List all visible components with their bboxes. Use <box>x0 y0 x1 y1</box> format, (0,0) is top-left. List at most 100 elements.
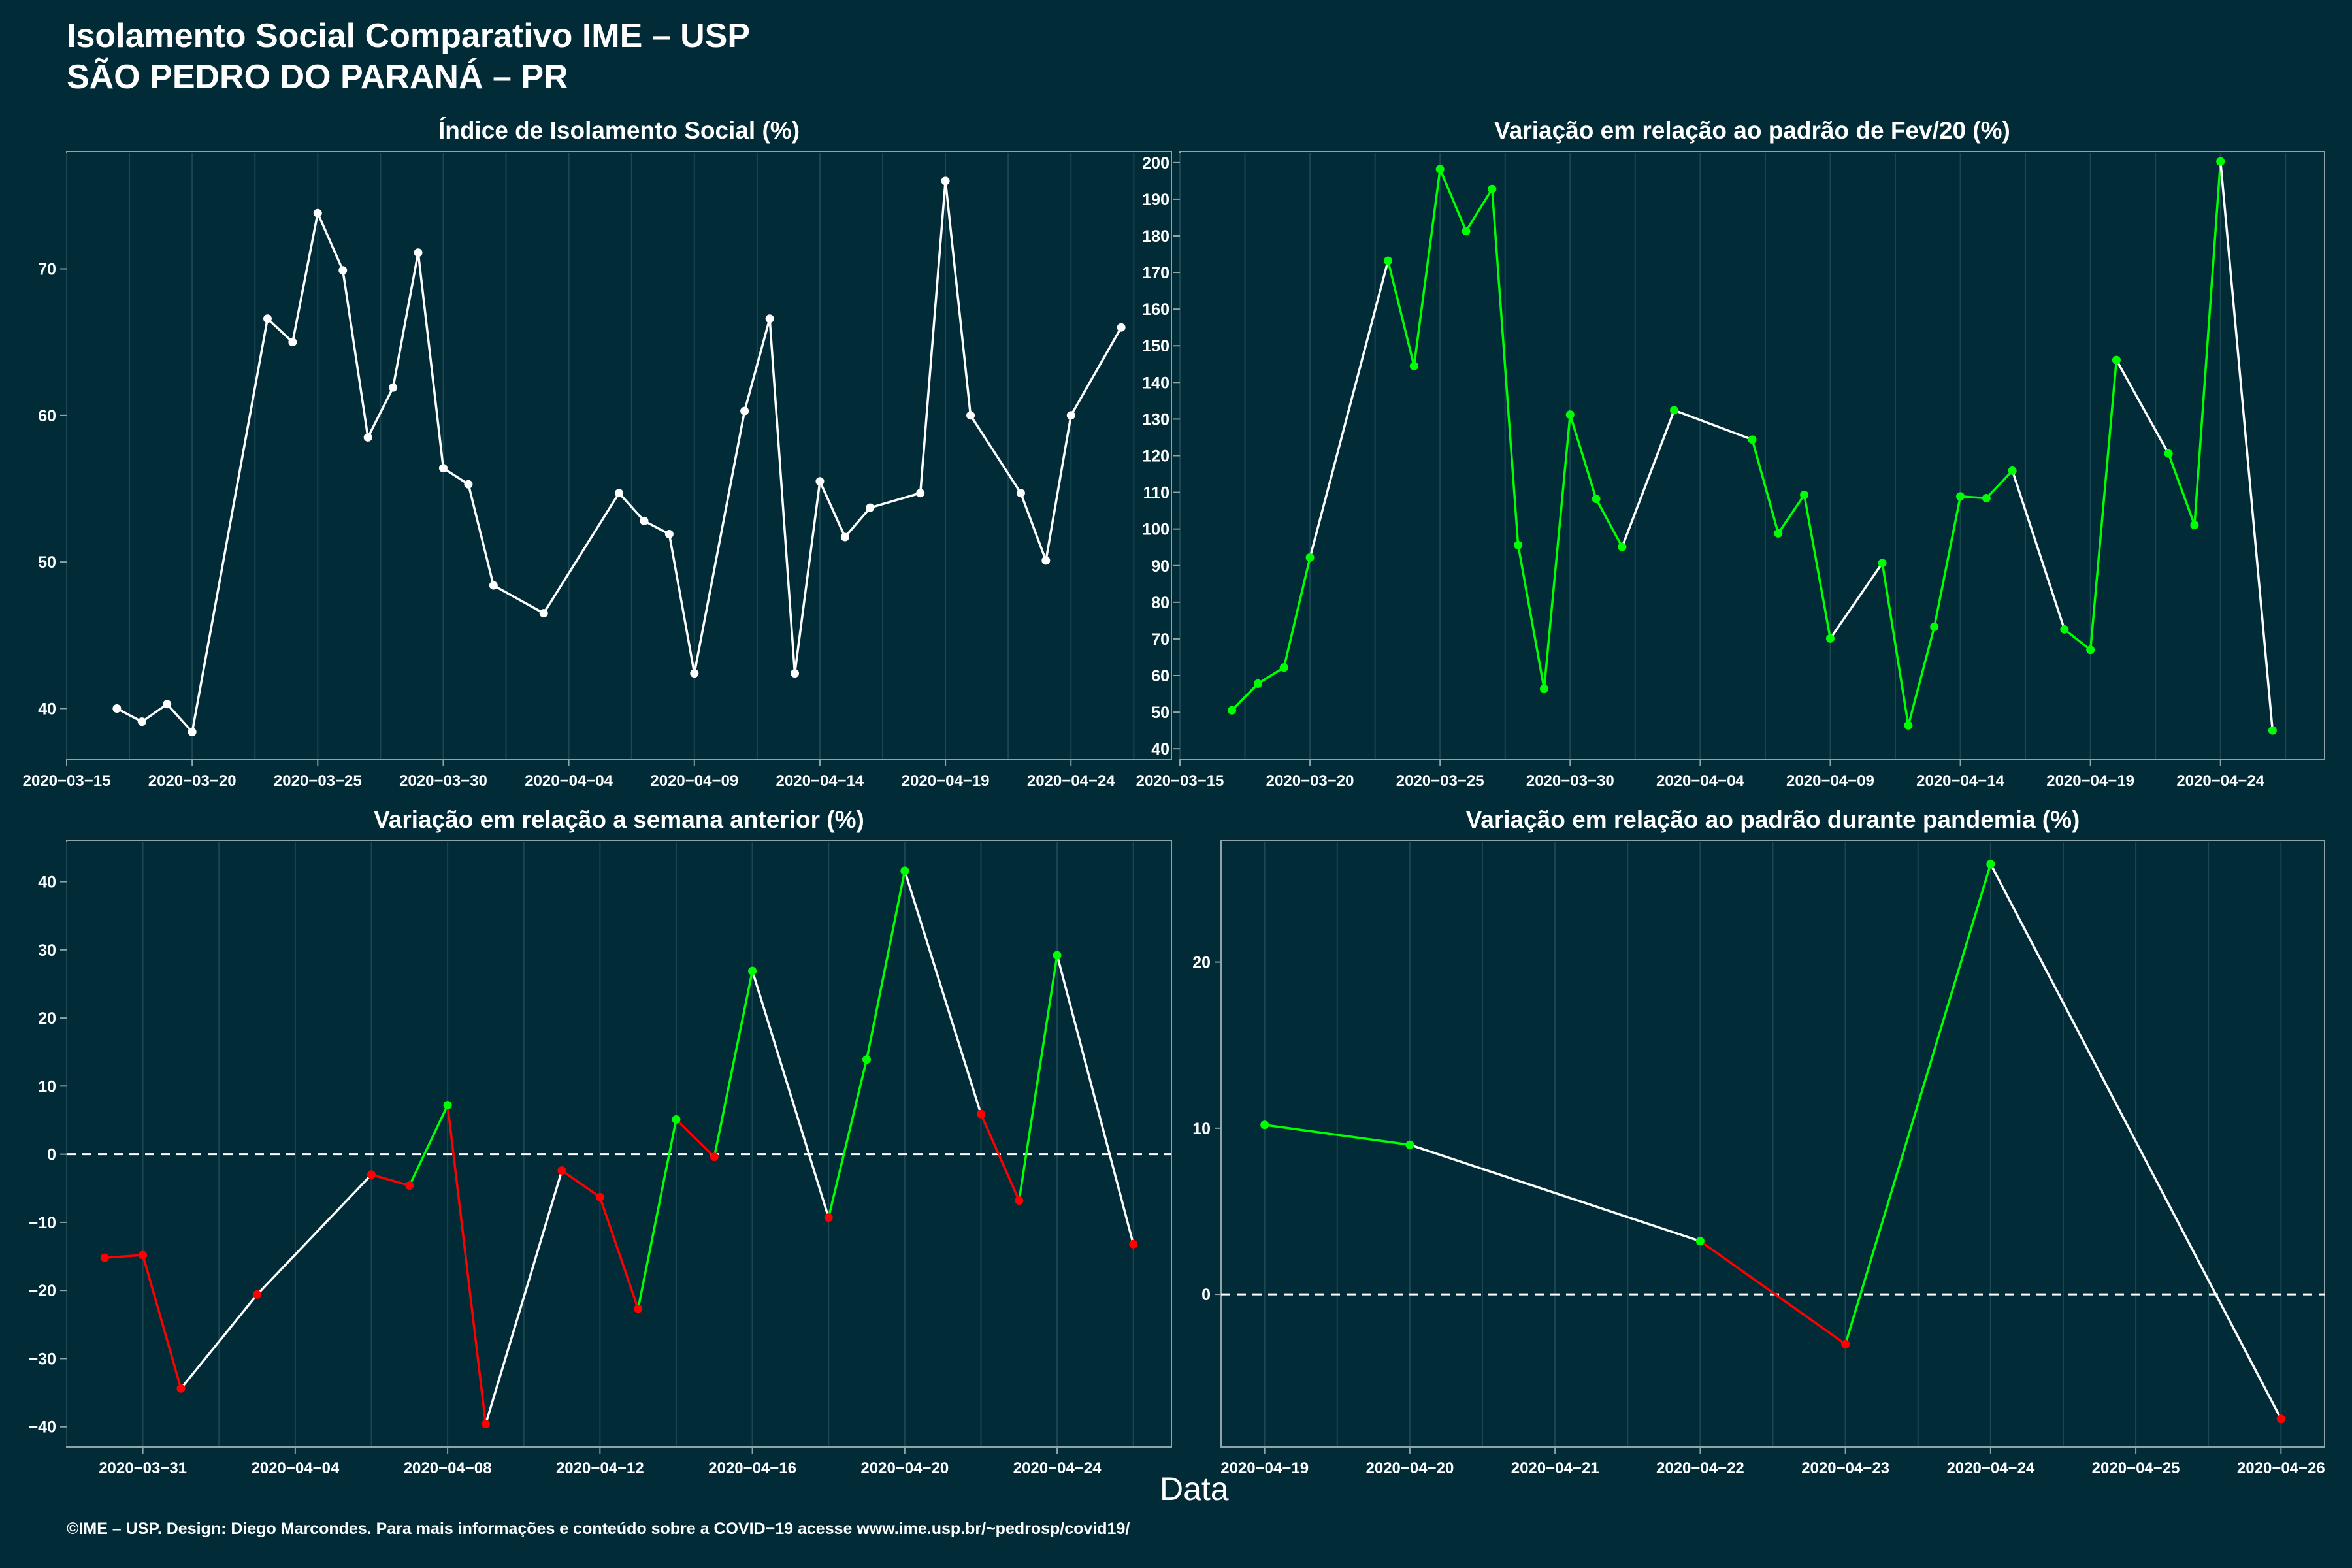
y-tick-label: 0 <box>1201 1286 1211 1304</box>
panel-frame <box>66 151 1172 760</box>
x-tick-label: 2020−04−23 <box>1801 1460 1889 1477</box>
series-segment <box>827 1058 868 1219</box>
series-segment <box>1386 259 1416 367</box>
x-tick-label: 2020−04−09 <box>650 772 738 790</box>
chart-title-line2: SÃO PEDRO DO PARANÁ – PR <box>67 58 568 96</box>
data-point <box>1670 406 1679 415</box>
data-point <box>690 669 699 678</box>
data-point <box>1565 410 1575 419</box>
series-segment <box>266 317 294 344</box>
data-point <box>2060 625 2069 634</box>
series-segment <box>643 519 671 536</box>
y-tick-label: 120 <box>1142 448 1169 466</box>
data-point <box>1592 495 1601 504</box>
data-point <box>1041 556 1051 565</box>
data-point <box>405 1181 414 1190</box>
x-tick-label: 2020−04−22 <box>1656 1460 1744 1477</box>
data-point <box>1774 529 1783 538</box>
series-segment <box>1070 326 1122 417</box>
y-tick-label: 170 <box>1142 264 1169 282</box>
series-segment <box>1621 409 1676 548</box>
data-point <box>634 1304 643 1313</box>
series-segment <box>1829 562 1884 640</box>
x-tick-label: 2020−04−19 <box>2046 772 2134 790</box>
series-segment <box>636 1118 678 1311</box>
data-point <box>367 1170 376 1179</box>
series-segment <box>2011 469 2066 631</box>
series-segment <box>417 252 445 470</box>
series-segment <box>191 317 269 734</box>
data-point <box>815 477 825 486</box>
series-segment <box>2193 160 2222 527</box>
series-segment <box>316 212 344 272</box>
series-segment <box>979 1113 1021 1202</box>
data-point <box>1260 1120 1269 1130</box>
data-point <box>740 406 749 416</box>
data-point <box>941 176 950 186</box>
series-segment <box>1465 188 1494 233</box>
data-point <box>2190 520 2199 529</box>
x-tick-label: 2020−03−30 <box>1526 772 1614 790</box>
data-point <box>862 1055 872 1064</box>
series-segment <box>617 491 645 523</box>
series-segment <box>1569 413 1597 500</box>
data-point <box>489 581 498 590</box>
y-tick-label: 50 <box>1151 704 1169 722</box>
data-point <box>1986 860 1995 869</box>
series-segment <box>1881 562 1910 727</box>
x-tick-label: 2020−04−19 <box>1220 1460 1309 1477</box>
y-tick-label: 160 <box>1142 301 1169 319</box>
series-segment <box>693 410 746 675</box>
series-segment <box>1959 495 1988 500</box>
y-tick-label: 50 <box>38 553 56 572</box>
data-point <box>824 1213 833 1222</box>
x-tick-label: 2020−04−04 <box>525 772 613 790</box>
series-segment <box>1844 862 1992 1346</box>
series-segment <box>561 1169 602 1199</box>
data-point <box>2216 157 2225 166</box>
x-tick-label: 2020−04−16 <box>708 1460 796 1477</box>
x-tick-label: 2020−04−24 <box>2176 772 2264 790</box>
y-tick-label: 140 <box>1142 374 1169 392</box>
data-point <box>1279 663 1288 672</box>
series-segment <box>467 483 495 587</box>
data-point <box>595 1192 604 1201</box>
series-segment <box>713 970 754 1158</box>
y-tick-label: 30 <box>38 941 56 960</box>
y-tick-label: 200 <box>1142 154 1169 172</box>
y-tick-label: −20 <box>29 1282 56 1300</box>
data-point <box>900 866 909 875</box>
panel-title: Variação em relação ao padrão durante pa… <box>1466 806 2080 833</box>
data-point <box>1435 165 1445 174</box>
x-tick-label: 2020−04−09 <box>1786 772 1874 790</box>
series-segment <box>180 1293 259 1390</box>
data-point <box>1800 491 1809 500</box>
data-point <box>557 1166 566 1175</box>
series-segment <box>1309 259 1390 559</box>
series-segment <box>446 1103 487 1426</box>
y-tick-label: −30 <box>29 1350 56 1368</box>
data-point <box>748 966 757 975</box>
data-point <box>866 503 875 512</box>
data-point <box>1982 494 1991 503</box>
data-point <box>1462 227 1471 236</box>
series-segment <box>675 1118 716 1158</box>
y-tick-label: 0 <box>47 1146 56 1164</box>
panel-frame <box>1179 151 2325 760</box>
x-tick-label: 2020−04−26 <box>2237 1460 2325 1477</box>
x-tick-label: 2020−03−15 <box>1136 772 1224 790</box>
data-point <box>672 1115 681 1124</box>
x-tick-label: 2020−03−25 <box>274 772 362 790</box>
data-point <box>1841 1339 1850 1348</box>
y-tick-label: −10 <box>29 1214 56 1232</box>
y-tick-label: 70 <box>1151 630 1169 649</box>
panel-title: Índice de Isolamento Social (%) <box>438 117 800 144</box>
data-point <box>1514 540 1523 549</box>
data-point <box>1409 361 1418 370</box>
y-tick-label: 40 <box>1151 740 1169 759</box>
x-axis-title: Data <box>1160 1471 1229 1507</box>
x-tick-label: 2020−04−12 <box>556 1460 644 1477</box>
series-segment <box>391 252 419 389</box>
series-segment <box>1491 188 1520 547</box>
